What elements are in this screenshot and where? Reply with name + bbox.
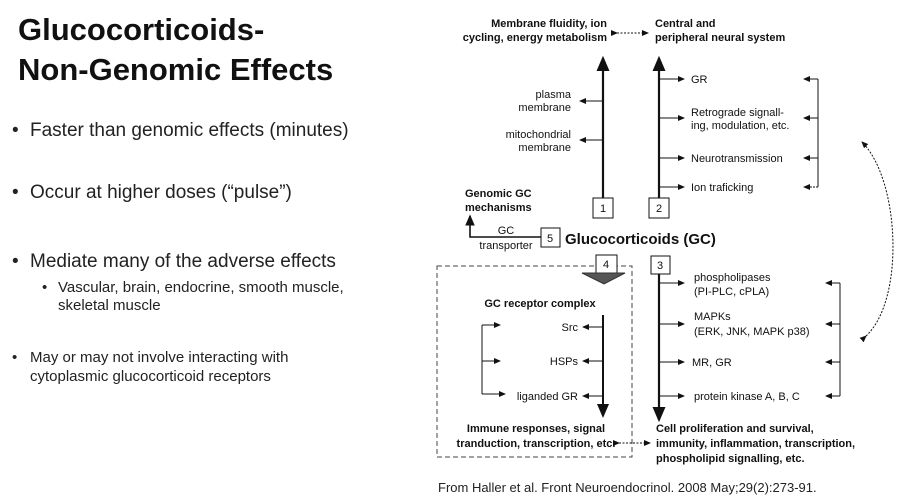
ion-trafficking-label: Ion traficking bbox=[691, 182, 753, 194]
bullet-line: May or may not involve interacting with bbox=[30, 349, 289, 366]
bullet-marker: • bbox=[12, 120, 19, 141]
sub-bullet-line: skeletal muscle bbox=[58, 297, 161, 314]
citation: From Haller et al. Front Neuroendocrinol… bbox=[438, 480, 817, 495]
dashed-region-4 bbox=[436, 265, 633, 458]
box-5-label: 5 bbox=[547, 233, 553, 245]
transporter-label: transporter bbox=[479, 240, 533, 252]
down-arrow-icon bbox=[581, 272, 626, 285]
cell-outcomes-label: phospholipid signalling, etc. bbox=[656, 453, 805, 465]
phospholipases-label: (PI-PLC, cPLA) bbox=[694, 286, 769, 298]
cell-outcomes-label: Cell proliferation and survival, bbox=[656, 423, 814, 435]
box-4-label: 4 bbox=[603, 259, 609, 271]
membrane-header: Membrane fluidity, ion bbox=[491, 18, 607, 30]
genomic-label: Genomic GC bbox=[465, 188, 532, 200]
immune-label: tranduction, transcription, etc. bbox=[457, 438, 616, 450]
neural-header: peripheral neural system bbox=[655, 32, 785, 44]
bullet-marker: • bbox=[12, 251, 19, 272]
plasma-membrane-label: plasma bbox=[536, 89, 572, 101]
title-line-1: Glucocorticoids- bbox=[18, 12, 265, 47]
plasma-membrane-label: membrane bbox=[518, 102, 571, 114]
box-1-label: 1 bbox=[600, 203, 606, 215]
glucocorticoids-label: Glucocorticoids (GC) bbox=[565, 231, 716, 248]
mr-gr-label: MR, GR bbox=[692, 357, 732, 369]
sub-bullet-line: Vascular, brain, endocrine, smooth muscl… bbox=[58, 279, 344, 296]
slide-title: Glucocorticoids- Non-Genomic Effects bbox=[18, 10, 333, 90]
box-3-label: 3 bbox=[657, 260, 663, 272]
mito-membrane-label: mitochondrial bbox=[506, 129, 571, 141]
box-1 bbox=[592, 197, 614, 219]
bullet-marker: • bbox=[12, 349, 18, 366]
mapks-label: MAPKs bbox=[694, 311, 731, 323]
transporter-label: GC bbox=[498, 225, 515, 237]
bullet-adverse: • Mediate many of the adverse effects bbox=[12, 251, 336, 273]
bullet-marker: • bbox=[12, 182, 19, 203]
bullet-line: cytoplasmic glucocorticoid receptors bbox=[30, 368, 271, 385]
liganded-gr-label: liganded GR bbox=[517, 391, 578, 403]
genomic-arrow bbox=[465, 214, 541, 238]
bullet-receptors: • May or may not involve interacting with… bbox=[12, 348, 288, 386]
mito-membrane-label: membrane bbox=[518, 142, 571, 154]
protein-kinase-label: protein kinase A, B, C bbox=[694, 391, 800, 403]
sub-bullet-tissues: • Vascular, brain, endocrine, smooth musc… bbox=[42, 279, 344, 315]
cell-outcomes-label: immunity, inflammation, transcription, bbox=[656, 438, 855, 450]
immune-label: Immune responses, signal bbox=[467, 423, 605, 435]
bullet-text: Faster than genomic effects (minutes) bbox=[30, 120, 349, 141]
bullet-doses: • Occur at higher doses (“pulse”) bbox=[12, 182, 292, 204]
curved-dotted-arrow bbox=[859, 141, 894, 343]
box-2 bbox=[648, 197, 670, 219]
box-2-label: 2 bbox=[656, 203, 662, 215]
src-label: Src bbox=[562, 322, 579, 334]
bullet-faster: • Faster than genomic effects (minutes) bbox=[12, 120, 349, 142]
hsps-label: HSPs bbox=[550, 356, 579, 368]
mapks-label: (ERK, JNK, MAPK p38) bbox=[694, 326, 810, 338]
retrograde-label: Retrograde signall- bbox=[691, 107, 784, 119]
phospholipases-label: phospholipases bbox=[694, 272, 771, 284]
neurotransmission-label: Neurotransmission bbox=[691, 153, 783, 165]
membrane-header: cycling, energy metabolism bbox=[463, 32, 607, 44]
bullet-text: Occur at higher doses (“pulse”) bbox=[30, 182, 292, 203]
box-5 bbox=[540, 227, 561, 248]
gr-label: GR bbox=[691, 74, 708, 86]
neural-header: Central and bbox=[655, 18, 716, 30]
title-line-2: Non-Genomic Effects bbox=[18, 52, 334, 87]
receptor-complex-label: GC receptor complex bbox=[484, 298, 596, 310]
bullet-marker: • bbox=[42, 279, 48, 296]
genomic-label: mechanisms bbox=[465, 202, 532, 214]
bullet-text: Mediate many of the adverse effects bbox=[30, 251, 336, 272]
retrograde-label: ing, modulation, etc. bbox=[691, 120, 789, 132]
box-3 bbox=[650, 255, 671, 275]
